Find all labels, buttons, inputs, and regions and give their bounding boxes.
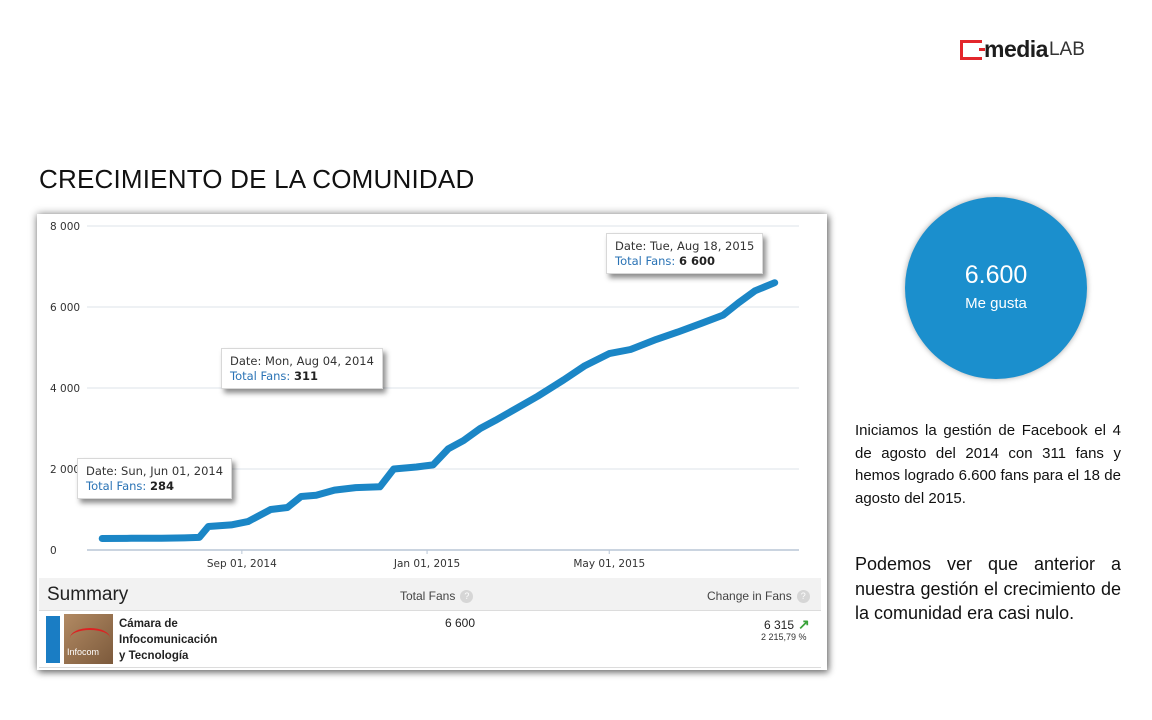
tooltip-fans-label: Total Fans:	[230, 369, 291, 383]
row-change-percent: 2 215,79 %	[761, 632, 807, 642]
data-point	[653, 336, 659, 342]
data-point	[606, 351, 612, 357]
data-point	[245, 519, 251, 525]
data-point	[445, 446, 451, 452]
data-point	[752, 288, 758, 294]
data-point	[353, 485, 359, 491]
data-point	[514, 405, 520, 411]
data-point	[477, 426, 483, 431]
likes-count: 6.600	[964, 261, 1028, 289]
data-point	[331, 487, 337, 493]
logo-sub-text: LAB	[1048, 38, 1085, 60]
summary-header: Summary Total Fans ? Change in Fans ?	[39, 578, 821, 611]
fans-line-chart: 0 2 000 4 000 6 000 8 000 Sep 01, 2014 Jan 01,…	[50, 221, 799, 570]
summary-table: Summary Total Fans ? Change in Fans ? In…	[37, 576, 827, 670]
column-header-change-in-fans[interactable]: Change in Fans ?	[707, 589, 810, 603]
data-point	[772, 280, 778, 286]
logo-mark-icon	[960, 39, 985, 60]
data-point	[735, 300, 741, 306]
row-change-in-fans: 6 315 ↗	[764, 616, 810, 633]
data-point	[561, 377, 567, 383]
tooltip-management-start: Date: Mon, Aug 04, 2014 Total Fans: 311	[221, 348, 383, 389]
data-point	[128, 535, 134, 541]
data-point	[284, 504, 290, 510]
tooltip-date: Sun, Jun 01, 2014	[121, 464, 224, 478]
tooltip-fans: 311	[293, 369, 318, 383]
data-point	[268, 507, 274, 512]
tooltip-date-label: Date:	[230, 354, 262, 368]
data-point	[675, 329, 681, 335]
data-point	[158, 535, 164, 541]
data-point	[196, 534, 202, 540]
tooltip-fans: 284	[149, 479, 174, 493]
data-point	[377, 484, 383, 490]
x-tick-label: Sep 01, 2014	[207, 558, 277, 570]
data-point	[391, 466, 397, 472]
data-point	[313, 492, 319, 498]
tooltip-fans-label: Total Fans:	[86, 479, 147, 493]
data-point	[413, 464, 419, 470]
data-point	[492, 417, 498, 423]
tooltip-fans: 6 600	[678, 254, 715, 268]
column-header-label: Total Fans	[400, 589, 456, 603]
y-tick-label: 8 000	[50, 221, 80, 233]
arrow-up-right-icon: ↗	[798, 616, 810, 632]
tooltip-fans-label: Total Fans:	[615, 254, 676, 268]
description-paragraph-1: Iniciamos la gestión de Facebook el 4 de…	[855, 422, 1121, 507]
page-name-line: y Tecnología	[119, 650, 189, 662]
help-icon[interactable]: ?	[460, 589, 474, 603]
likes-highlight-circle: 6.600 Me gusta	[905, 197, 1087, 379]
page-name-line: Infocomunicación	[119, 634, 218, 646]
summary-title: Summary	[47, 584, 129, 605]
row-divider	[39, 667, 821, 668]
data-point	[430, 462, 436, 468]
x-tick-label: May 01, 2015	[573, 558, 645, 570]
data-point	[205, 524, 211, 530]
description-paragraph-2: Podemos ver que anterior a nuestra gesti…	[855, 554, 1121, 623]
data-point	[582, 363, 588, 369]
logo-main-text: media	[984, 36, 1048, 62]
data-point	[699, 320, 705, 326]
tooltip-date-label: Date:	[86, 464, 118, 478]
page-thumbnail: Infocom	[64, 614, 113, 664]
column-header-label: Change in Fans	[707, 589, 792, 603]
data-point	[460, 438, 466, 444]
data-point	[228, 522, 234, 528]
thumbnail-arc-icon	[70, 628, 110, 648]
column-header-total-fans[interactable]: Total Fans ?	[400, 589, 474, 603]
data-point	[298, 494, 304, 500]
page-title: CRECIMIENTO DE LA COMUNIDAD	[39, 164, 475, 194]
tooltip-date: Tue, Aug 18, 2015	[650, 239, 755, 253]
row-change-value: 6 315	[764, 617, 795, 632]
data-point	[720, 312, 726, 318]
likes-label: Me gusta	[965, 295, 1027, 312]
tooltip-date-label: Date:	[615, 239, 647, 253]
chart-panel: 0 2 000 4 000 6 000 8 000 Sep 01, 2014 Jan 01,…	[37, 214, 827, 670]
series-color-bar	[46, 616, 60, 663]
series-line-total-fans	[98, 279, 779, 542]
x-tick-label: Jan 01, 2015	[393, 558, 460, 570]
tooltip-date: Mon, Aug 04, 2014	[265, 354, 374, 368]
medialab-logo: media LAB	[960, 36, 1085, 63]
help-icon[interactable]: ?	[796, 589, 810, 603]
y-tick-label: 4 000	[50, 383, 80, 395]
data-point	[99, 535, 105, 541]
row-total-fans: 6 600	[445, 616, 476, 630]
y-tick-label: 0	[50, 545, 57, 557]
tooltip-end: Date: Tue, Aug 18, 2015 Total Fans: 6 60…	[606, 233, 764, 274]
y-tick-label: 6 000	[50, 302, 80, 314]
page-name-line: Cámara de	[119, 618, 178, 630]
page-name[interactable]: Cámara de Infocomunicación y Tecnología	[119, 616, 239, 664]
y-tick-label: 2 000	[50, 464, 80, 476]
data-point	[627, 347, 633, 353]
thumbnail-text: Infocom	[67, 647, 100, 657]
data-point	[181, 535, 187, 541]
tooltip-start: Date: Sun, Jun 01, 2014 Total Fans: 284	[77, 458, 233, 499]
data-point	[535, 393, 541, 399]
